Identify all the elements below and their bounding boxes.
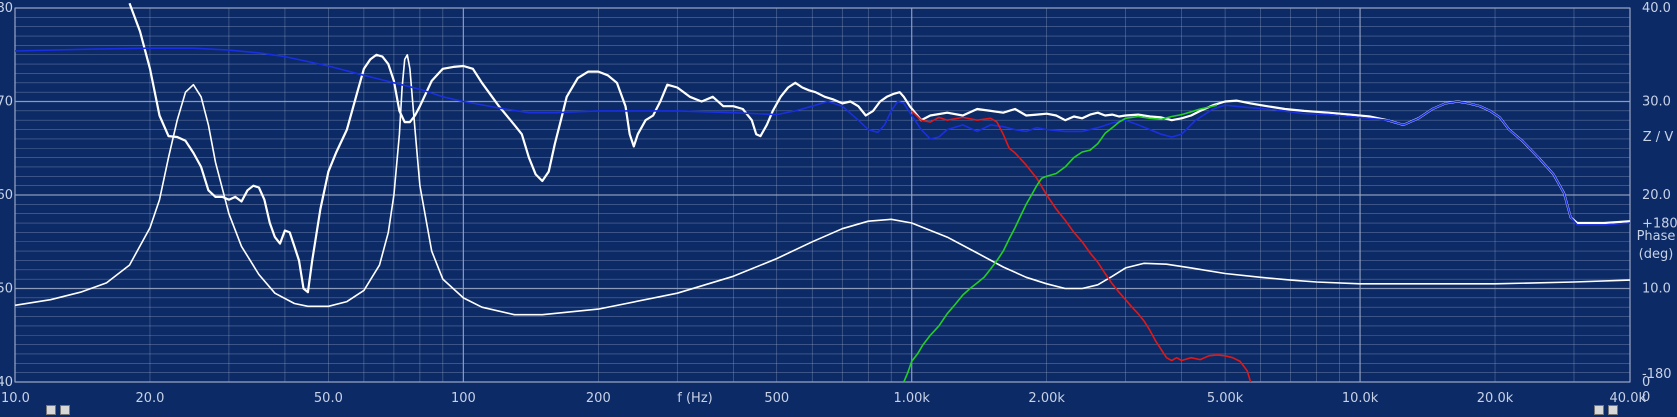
y-right-tick-label: 30.0 bbox=[1642, 95, 1671, 110]
plot-series bbox=[14, 2, 1631, 383]
x-tick-label: 40.0k bbox=[1610, 391, 1647, 406]
y-left-tick-label: 70 bbox=[0, 95, 13, 110]
x-tick-label: 200 bbox=[586, 391, 611, 406]
scroll-left-button-right[interactable] bbox=[1594, 405, 1604, 415]
phase-tick-label: +180 bbox=[1642, 217, 1677, 232]
series-line-4 bbox=[903, 104, 1218, 383]
x-tick-label: 20.0 bbox=[135, 391, 164, 406]
y-right-tick-label: 0 bbox=[1642, 375, 1650, 390]
scroll-right-button[interactable] bbox=[60, 405, 70, 415]
scroll-right-button-right[interactable] bbox=[1608, 405, 1618, 415]
y-right-tick-label: 20.0 bbox=[1642, 188, 1671, 203]
plot-frame bbox=[14, 7, 1631, 383]
x-tick-label: 10.0 bbox=[1, 391, 30, 406]
y-left-tick-label: 50 bbox=[0, 282, 13, 297]
series-line-1 bbox=[14, 54, 1631, 316]
phase-tick-label: -180 bbox=[1642, 367, 1672, 382]
axis-labels: 10.0 20.0 50.0 100 200 500 1.00k 2.00k 5.00k 10.0… bbox=[0, 1, 1677, 406]
series-line-3 bbox=[911, 110, 1252, 383]
scroll-left-button[interactable] bbox=[46, 405, 56, 415]
x-tick-label: 1.00k bbox=[893, 391, 930, 406]
x-tick-label: 500 bbox=[764, 391, 789, 406]
x-tick-label: 20.0k bbox=[1477, 391, 1514, 406]
impedance-unit-label: Z / V bbox=[1643, 130, 1674, 145]
x-tick-label: 2.00k bbox=[1028, 391, 1065, 406]
y-left-tick-label: 80 bbox=[0, 1, 13, 16]
series-line-2 bbox=[14, 47, 1631, 226]
phase-title-label: Phase bbox=[1637, 229, 1676, 244]
x-tick-label: 10.0k bbox=[1342, 391, 1379, 406]
y-right-tick-label: 40.0 bbox=[1642, 1, 1671, 16]
y-right-tick-label: 10.0 bbox=[1642, 282, 1671, 297]
phase-tick-label: 0 bbox=[1642, 390, 1650, 405]
x-axis-title: f (Hz) bbox=[677, 391, 712, 406]
y-left-tick-label: 40 bbox=[0, 375, 13, 390]
y-left-tick-label: 60 bbox=[0, 188, 13, 203]
x-tick-label: 50.0 bbox=[314, 391, 343, 406]
series-line-0 bbox=[128, 2, 1631, 294]
phase-unit-label: (deg) bbox=[1639, 247, 1674, 262]
x-tick-label: 5.00k bbox=[1207, 391, 1244, 406]
x-tick-label: 100 bbox=[451, 391, 476, 406]
plot-grid bbox=[14, 7, 1631, 383]
